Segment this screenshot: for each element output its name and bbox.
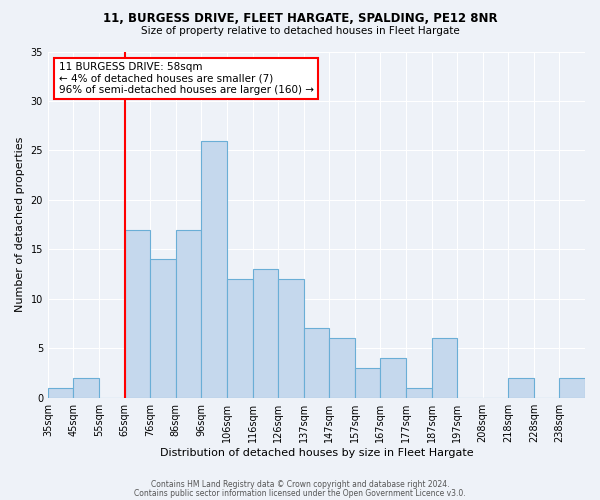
Bar xyxy=(406,388,431,398)
Bar xyxy=(176,230,202,398)
Text: 11 BURGESS DRIVE: 58sqm
← 4% of detached houses are smaller (7)
96% of semi-deta: 11 BURGESS DRIVE: 58sqm ← 4% of detached… xyxy=(59,62,314,95)
Bar xyxy=(559,378,585,398)
Y-axis label: Number of detached properties: Number of detached properties xyxy=(15,137,25,312)
Bar xyxy=(304,328,329,398)
Bar xyxy=(125,230,150,398)
Bar xyxy=(150,259,176,398)
Bar xyxy=(329,338,355,398)
Bar xyxy=(278,279,304,398)
Bar xyxy=(355,368,380,398)
Bar xyxy=(253,269,278,398)
Text: 11, BURGESS DRIVE, FLEET HARGATE, SPALDING, PE12 8NR: 11, BURGESS DRIVE, FLEET HARGATE, SPALDI… xyxy=(103,12,497,26)
Bar xyxy=(431,338,457,398)
Text: Size of property relative to detached houses in Fleet Hargate: Size of property relative to detached ho… xyxy=(140,26,460,36)
Bar xyxy=(508,378,534,398)
Bar xyxy=(48,388,73,398)
X-axis label: Distribution of detached houses by size in Fleet Hargate: Distribution of detached houses by size … xyxy=(160,448,473,458)
Text: Contains public sector information licensed under the Open Government Licence v3: Contains public sector information licen… xyxy=(134,488,466,498)
Bar xyxy=(73,378,99,398)
Bar xyxy=(202,140,227,398)
Bar xyxy=(227,279,253,398)
Text: Contains HM Land Registry data © Crown copyright and database right 2024.: Contains HM Land Registry data © Crown c… xyxy=(151,480,449,489)
Bar xyxy=(380,358,406,398)
